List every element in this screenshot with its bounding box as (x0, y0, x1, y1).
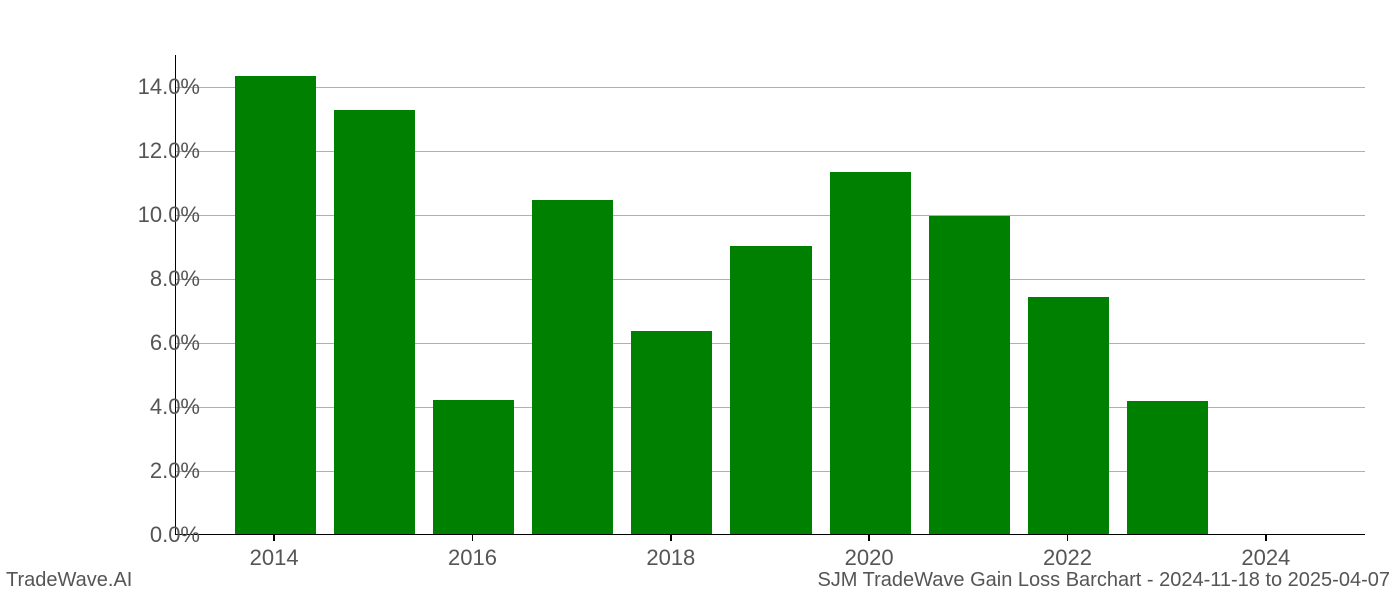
ytick-label: 10.0% (138, 202, 200, 228)
xtick-label: 2020 (845, 545, 894, 571)
ytick-label: 0.0% (150, 522, 200, 548)
bar (730, 246, 811, 534)
bar (929, 216, 1010, 534)
plot-area-container (175, 55, 1365, 535)
ytick-label: 8.0% (150, 266, 200, 292)
xtick-notch (273, 535, 275, 541)
footer-right-text: SJM TradeWave Gain Loss Barchart - 2024-… (817, 569, 1390, 592)
gridline (176, 87, 1365, 88)
xtick-label: 2022 (1043, 545, 1092, 571)
bar (631, 331, 712, 534)
ytick-label: 14.0% (138, 74, 200, 100)
xtick-notch (868, 535, 870, 541)
bar (235, 76, 316, 534)
bar (1028, 297, 1109, 534)
bar (532, 200, 613, 534)
xtick-label: 2014 (250, 545, 299, 571)
bar (334, 110, 415, 534)
footer-left-text: TradeWave.AI (6, 569, 132, 592)
ytick-label: 6.0% (150, 330, 200, 356)
ytick-label: 2.0% (150, 458, 200, 484)
xtick-label: 2024 (1241, 545, 1290, 571)
xtick-label: 2016 (448, 545, 497, 571)
xtick-notch (472, 535, 474, 541)
xtick-notch (1067, 535, 1069, 541)
xtick-label: 2018 (646, 545, 695, 571)
bar (433, 400, 514, 534)
xtick-notch (1265, 535, 1267, 541)
bar (1127, 401, 1208, 534)
plot-area (175, 55, 1365, 535)
bar (830, 172, 911, 534)
xtick-notch (670, 535, 672, 541)
ytick-label: 4.0% (150, 394, 200, 420)
ytick-label: 12.0% (138, 138, 200, 164)
